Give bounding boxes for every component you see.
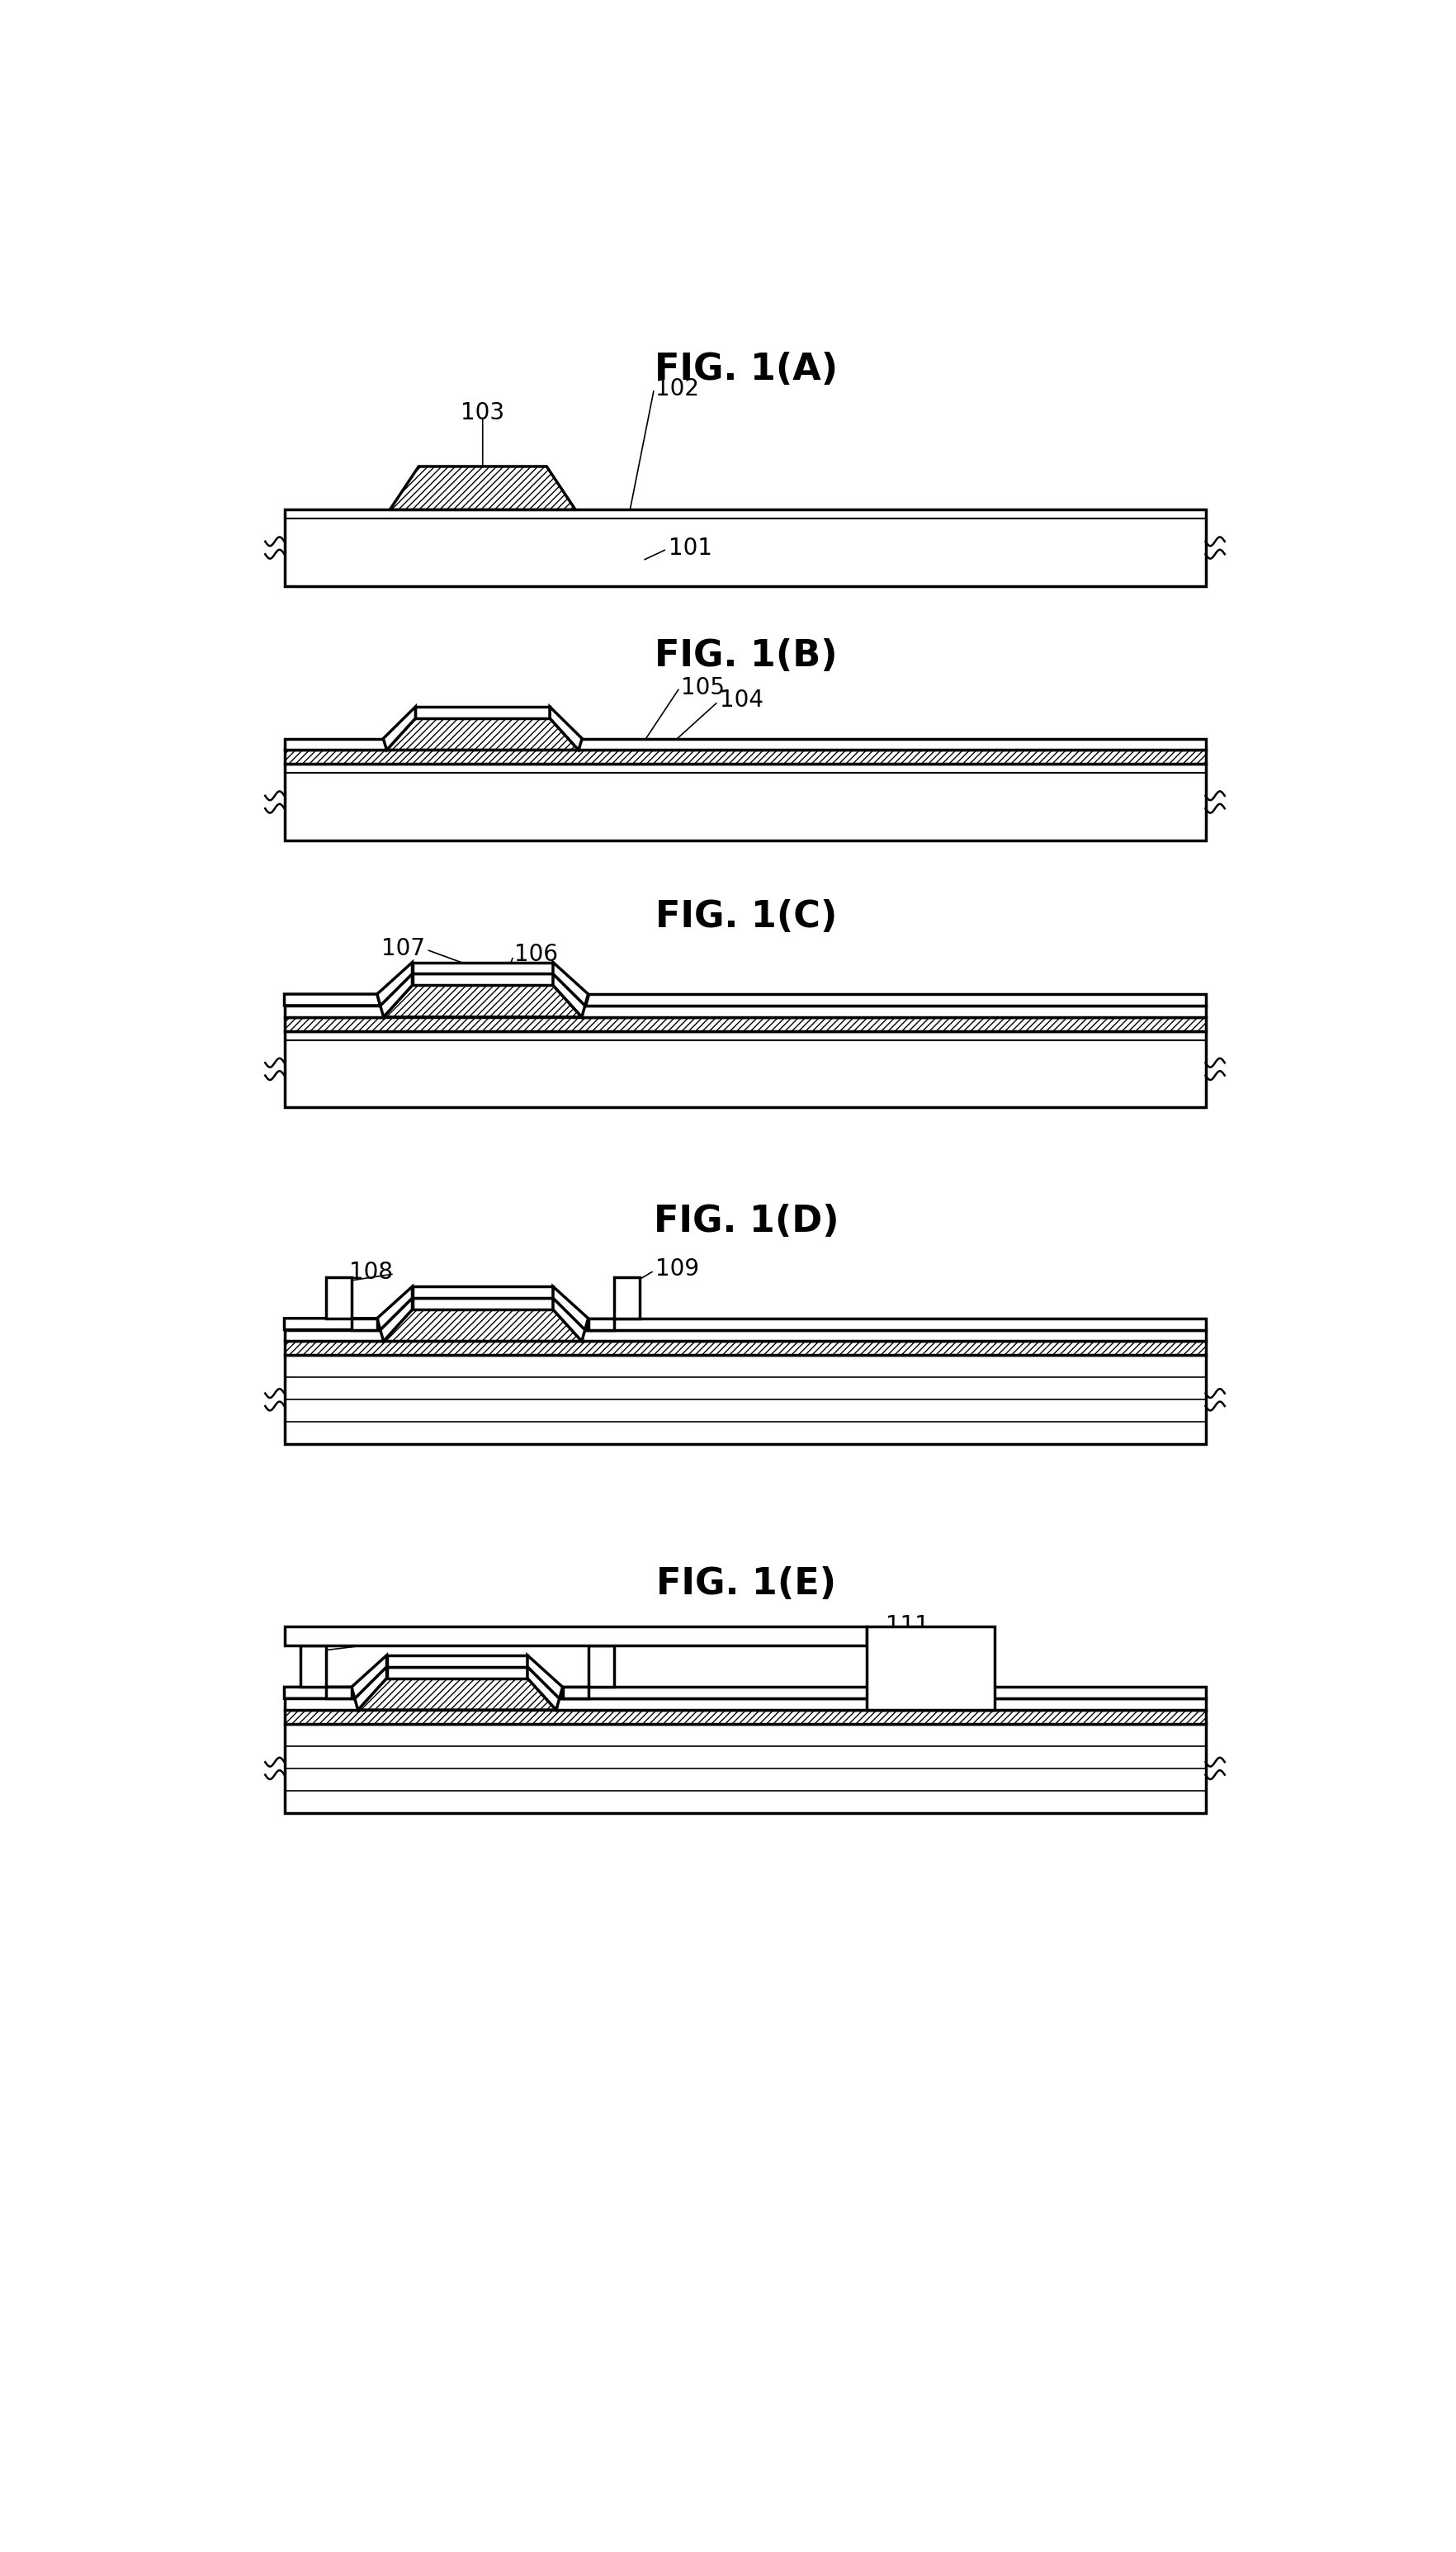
Polygon shape (383, 985, 582, 1018)
Polygon shape (527, 1666, 559, 1710)
Bar (284, 1031, 1206, 1108)
Text: 108: 108 (349, 1261, 393, 1284)
Text: 101: 101 (668, 536, 712, 559)
Polygon shape (553, 1286, 588, 1330)
Polygon shape (387, 717, 578, 750)
Polygon shape (380, 1299, 412, 1342)
Polygon shape (588, 1276, 639, 1330)
Polygon shape (390, 467, 575, 510)
Polygon shape (412, 1299, 553, 1309)
Bar (284, 510, 1206, 587)
Polygon shape (326, 1276, 377, 1330)
Polygon shape (553, 962, 588, 1005)
Polygon shape (284, 995, 380, 1005)
Text: FIG. 1(E): FIG. 1(E) (657, 1567, 836, 1603)
Polygon shape (284, 1330, 383, 1342)
Polygon shape (585, 1319, 1206, 1330)
Polygon shape (284, 1342, 1206, 1355)
Polygon shape (380, 975, 412, 1018)
Text: FIG. 1(C): FIG. 1(C) (655, 898, 837, 934)
Text: 109: 109 (655, 1258, 699, 1281)
Text: FIG. 1(D): FIG. 1(D) (654, 1205, 839, 1240)
Text: 104: 104 (719, 689, 763, 712)
Polygon shape (377, 962, 412, 1005)
Polygon shape (284, 738, 387, 750)
Polygon shape (412, 975, 553, 985)
Polygon shape (284, 1319, 380, 1330)
Polygon shape (578, 738, 1206, 750)
Polygon shape (300, 1646, 351, 1700)
Text: 105: 105 (681, 676, 725, 699)
Polygon shape (377, 1286, 412, 1330)
Bar (284, 1355, 1206, 1444)
Text: 102: 102 (655, 378, 699, 401)
Polygon shape (284, 1687, 355, 1700)
Polygon shape (582, 1330, 1206, 1342)
Polygon shape (556, 1700, 1206, 1710)
Text: 111: 111 (885, 1613, 929, 1636)
Polygon shape (585, 995, 1206, 1005)
Text: FIG. 1(B): FIG. 1(B) (655, 638, 837, 674)
Polygon shape (562, 1646, 614, 1700)
Polygon shape (550, 707, 582, 750)
Polygon shape (582, 1005, 1206, 1018)
Polygon shape (866, 1626, 994, 1710)
Polygon shape (527, 1656, 562, 1700)
Polygon shape (284, 1018, 1206, 1031)
Text: 110: 110 (368, 1626, 412, 1649)
Bar (284, 763, 1206, 840)
Polygon shape (284, 1626, 866, 1646)
Polygon shape (284, 750, 1206, 763)
Polygon shape (387, 1656, 527, 1666)
Polygon shape (355, 1666, 387, 1710)
Polygon shape (383, 1309, 582, 1342)
Polygon shape (553, 975, 585, 1018)
Polygon shape (284, 1710, 1206, 1725)
Text: FIG. 1(A): FIG. 1(A) (655, 352, 837, 388)
Polygon shape (383, 707, 415, 750)
Polygon shape (559, 1687, 1206, 1700)
Polygon shape (415, 707, 550, 717)
Polygon shape (358, 1679, 556, 1710)
Polygon shape (284, 1700, 358, 1710)
Text: 103: 103 (460, 401, 505, 424)
Polygon shape (387, 1666, 527, 1679)
Polygon shape (412, 1286, 553, 1299)
Polygon shape (284, 1005, 383, 1018)
Text: 106: 106 (514, 944, 559, 967)
Bar (284, 1725, 1206, 1812)
Text: 107: 107 (381, 937, 425, 960)
Polygon shape (412, 962, 553, 975)
Polygon shape (351, 1656, 387, 1700)
Polygon shape (553, 1299, 585, 1342)
